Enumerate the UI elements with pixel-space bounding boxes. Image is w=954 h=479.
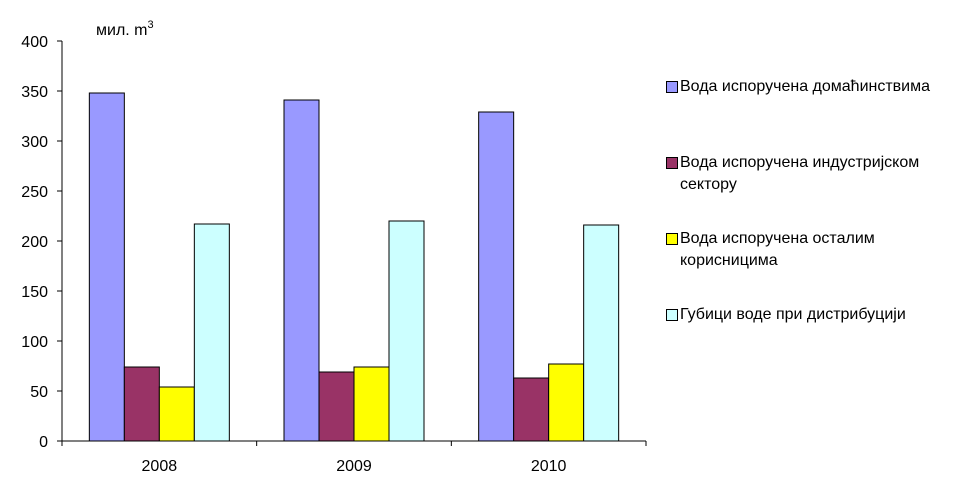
x-tick-label-2008: 2008 [142, 458, 178, 475]
x-tick-label-2009: 2009 [336, 458, 372, 475]
y-tick-label-200: 200 [21, 234, 48, 251]
legend-swatch-industry [666, 157, 678, 169]
plot-area: 0 50 100 150 200 250 300 350 400 2008 2009 2010 [21, 34, 647, 475]
bar-2009-series-1 [318, 371, 355, 442]
bar-2008-series-3 [193, 223, 230, 442]
bar-2010-series-2 [548, 363, 585, 442]
x-tick-label-2010: 2010 [531, 458, 567, 475]
legend-swatch-other-users [666, 233, 678, 245]
legend-label-other-users: Вода испоручена осталим корисницима [680, 230, 875, 269]
bar-2008-series-2 [158, 386, 195, 442]
bar-2008-series-1 [123, 366, 160, 442]
y-tick-label-100: 100 [21, 334, 48, 351]
y-tick-label-400: 400 [21, 34, 48, 51]
legend-swatch-distribution-losses [666, 309, 678, 321]
legend-label-households: Вода испоручена домаћинствима [680, 78, 930, 95]
bar-2008-series-0 [88, 92, 125, 442]
y-unit-label: мил. m3 [96, 19, 154, 39]
y-tick-label-300: 300 [21, 134, 48, 151]
bar-2010-series-0 [478, 111, 515, 442]
bar-2009-series-3 [388, 220, 425, 442]
legend-swatch-households [666, 81, 678, 93]
legend-item-industry: Вода испоручена индустријском сектору [666, 152, 954, 193]
bar-2010-series-1 [513, 377, 550, 442]
bar-2009-series-2 [353, 366, 390, 442]
legend-item-households: Вода испоручена домаћинствима [666, 76, 954, 113]
y-tick-label-250: 250 [21, 184, 48, 201]
y-tick-label-150: 150 [21, 284, 48, 301]
legend-item-other-users: Вода испоручена осталим корисницима [666, 228, 954, 269]
bar-2009-series-0 [283, 99, 320, 442]
legend-label-industry: Вода испоручена индустријском сектору [680, 154, 920, 193]
y-tick-label-350: 350 [21, 84, 48, 101]
legend-item-distribution-losses: Губици воде при дистрибуцији [666, 304, 954, 341]
bar-2010-series-3 [583, 224, 620, 442]
y-tick-label-50: 50 [30, 384, 48, 401]
legend: Вода испоручена домаћинствима Вода испор… [666, 76, 954, 380]
y-tick-label-0: 0 [39, 434, 48, 451]
legend-label-distribution-losses: Губици воде при дистрибуцији [680, 306, 906, 323]
